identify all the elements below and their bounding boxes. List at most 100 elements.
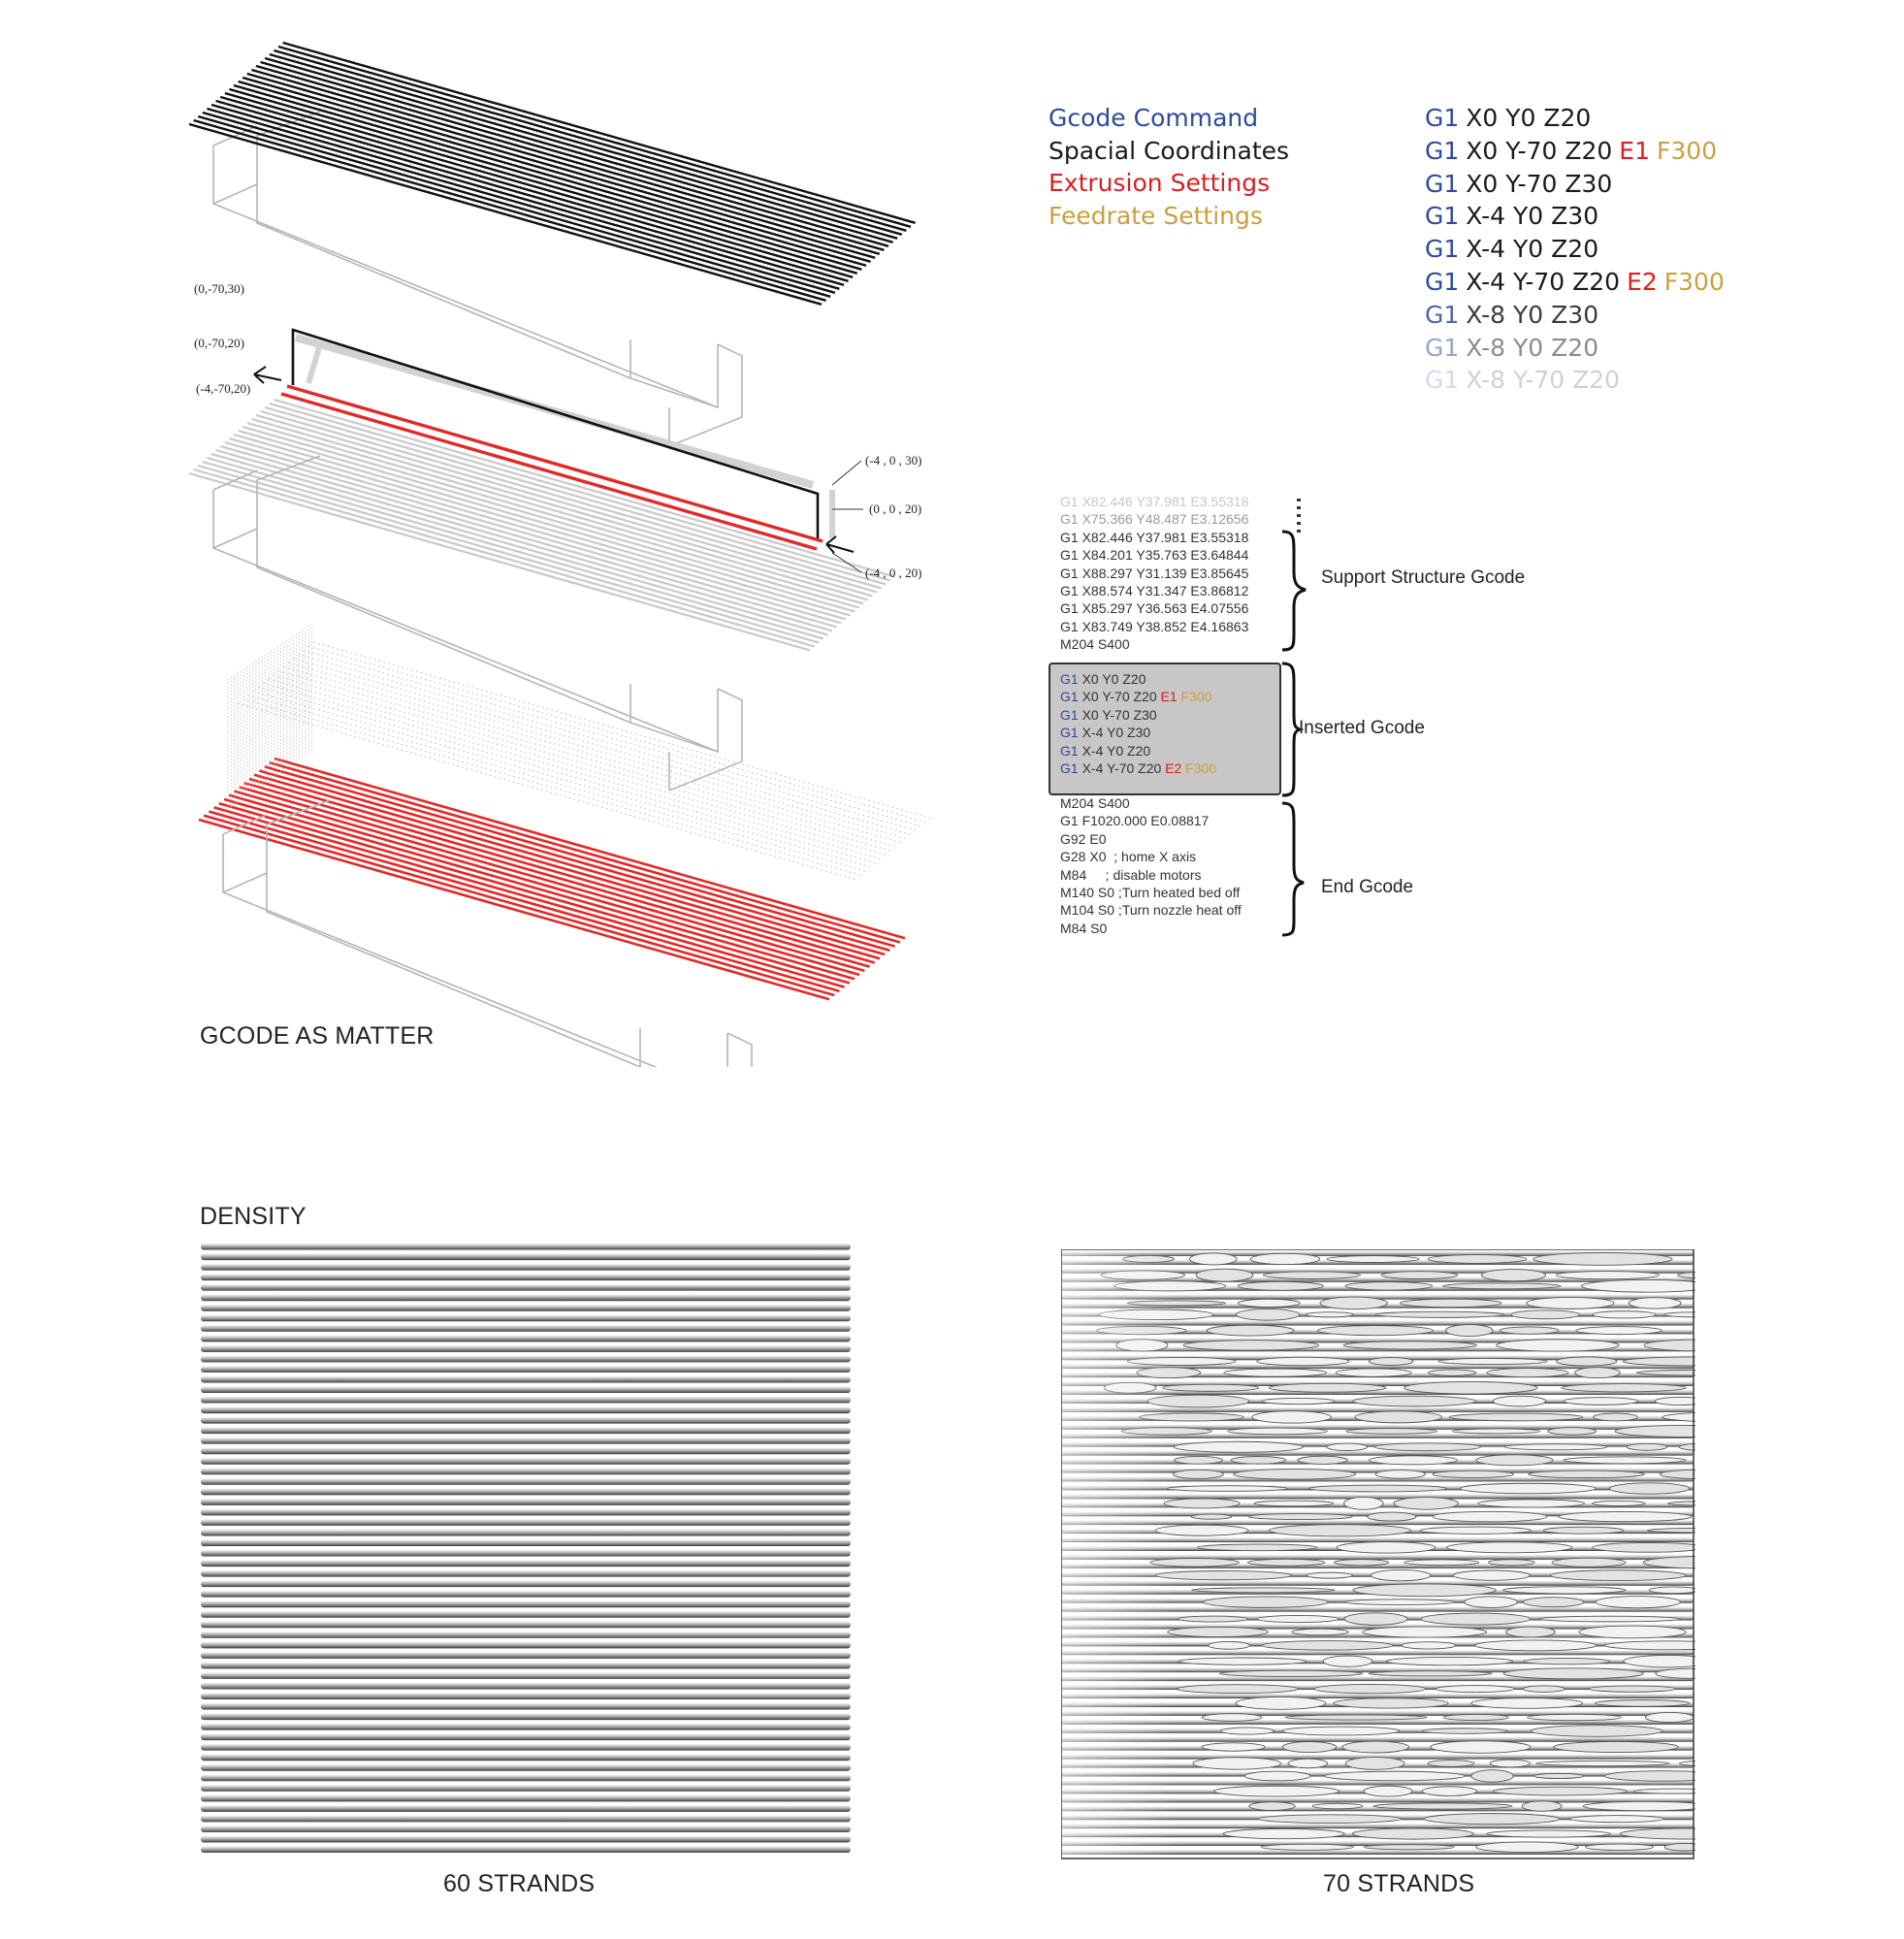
- strand: [219, 95, 854, 278]
- support-box-edge: [222, 871, 641, 1067]
- fused-strand-blob: [1486, 1829, 1611, 1838]
- strand: [260, 60, 893, 243]
- panel-strand: [1061, 1476, 1694, 1482]
- gcode-token-feed: F300: [1657, 136, 1718, 165]
- fused-strand-blob: [1248, 1801, 1296, 1811]
- fused-strand-blob: [1326, 1442, 1369, 1451]
- end-code-line: M204 S400: [1060, 795, 1130, 811]
- fused-strand-blob: [1581, 1278, 1695, 1293]
- fused-strand-blob: [1535, 1760, 1670, 1767]
- strand: [210, 452, 833, 632]
- fused-strand-blob: [1663, 1311, 1695, 1318]
- panel-strand: [201, 1438, 851, 1444]
- fused-strand-blob: [1654, 1397, 1695, 1406]
- panel-strand: [201, 1774, 851, 1782]
- fused-strand-blob: [1643, 1339, 1695, 1352]
- red-strand: [243, 781, 876, 964]
- fused-strand-blob: [1549, 1569, 1687, 1581]
- strand: [251, 68, 885, 251]
- fused-strand-blob: [1380, 1271, 1459, 1279]
- fused-strand-blob: [1662, 1412, 1695, 1422]
- gcode-token-cmd: G1: [1425, 366, 1460, 395]
- inserted-code-line: G1 X-4 Y-70 Z20 E2 F300: [1060, 759, 1220, 777]
- fused-strand-blob: [1474, 1639, 1597, 1652]
- fused-strand-blob: [1655, 1667, 1695, 1679]
- panel-strand: [201, 1519, 851, 1526]
- panel-strand: [201, 1570, 851, 1577]
- gcode-token-coords: X-4 Y-70 Z20: [1466, 268, 1621, 296]
- panel-strand: [201, 1733, 851, 1741]
- gcode-token-ext: E2: [1627, 268, 1658, 296]
- fused-strand-blob: [1558, 1510, 1693, 1523]
- fused-strand-blob: [1223, 1368, 1328, 1377]
- fused-strand-blob: [1446, 1541, 1573, 1554]
- fused-strand-blob: [1404, 1559, 1480, 1567]
- fused-strand-blob: [1287, 1758, 1329, 1769]
- code-braces: [1281, 530, 1307, 937]
- fused-strand-blob: [1238, 1298, 1301, 1308]
- fused-strand-blob: [1436, 1685, 1515, 1694]
- panel-strand: [201, 1805, 851, 1812]
- end-code-line: M104 S0 ;Turn nozzle heat off: [1060, 902, 1242, 919]
- gcode-token-cmd: G1: [1425, 333, 1460, 362]
- gcode-token-ext: E1: [1619, 136, 1650, 165]
- fused-strand-blob: [1502, 1586, 1627, 1595]
- fused-strand-blob: [1344, 1281, 1434, 1291]
- fused-strand-blob: [1445, 1324, 1494, 1338]
- fused-strand-blob: [1400, 1298, 1502, 1309]
- fused-strand-blob: [1307, 1484, 1448, 1493]
- panel-strand: [1061, 1780, 1694, 1786]
- fused-strand-blob: [1343, 1497, 1384, 1510]
- gcode-line: G1 X-8 Y0 Z20: [1425, 332, 1605, 365]
- fused-strand-blob: [1253, 1500, 1335, 1507]
- fused-strand-blob: [1202, 1596, 1329, 1608]
- fused-strand-blob: [1208, 1641, 1250, 1650]
- fused-strand-blob: [1393, 1497, 1459, 1510]
- panel-strand: [201, 1427, 851, 1435]
- bottom-red-strands: [198, 624, 935, 1001]
- ghost-strand: [307, 645, 929, 824]
- toolpath-black: [291, 328, 820, 541]
- fused-strand-blob: [1526, 1296, 1615, 1309]
- gcode-token-coords: X-8 Y-70 Z20: [1466, 366, 1621, 395]
- inserted-token-coords: X-4 Y0 Z20: [1081, 742, 1155, 759]
- inserted-token-ext: E1: [1160, 689, 1181, 705]
- panel-strand: [1061, 1606, 1694, 1612]
- strand: [215, 448, 837, 629]
- strand: [219, 444, 842, 625]
- panel-strand: [201, 1560, 851, 1567]
- inserted-token-coords: X-4 Y0 Z30: [1081, 725, 1155, 741]
- strand: [202, 111, 836, 294]
- fused-strand-blob: [1297, 1455, 1348, 1465]
- panel-strand: [201, 1366, 851, 1373]
- fused-strand-blob: [1177, 1615, 1249, 1623]
- strand: [233, 83, 867, 267]
- panel-strand: [201, 1305, 851, 1311]
- panel-strand: [1061, 1736, 1694, 1742]
- coord-label-4-0-30: (-4 , 0 , 30): [865, 453, 922, 468]
- fused-strand-blob: [1352, 1395, 1476, 1407]
- red-strand: [198, 818, 830, 1001]
- gcode-token-coords: X-8 Y0 Z20: [1466, 333, 1599, 362]
- fused-strand-blob: [1319, 1296, 1388, 1310]
- panel-strand: [1061, 1320, 1694, 1326]
- fused-strand-blob: [1582, 1800, 1695, 1812]
- strand: [246, 421, 869, 601]
- fused-strand-blob: [1247, 1513, 1353, 1521]
- panel-strand: [201, 1314, 851, 1322]
- fused-strand-blob: [1441, 1282, 1562, 1290]
- support-code-line: G1 X82.446 Y37.981 E3.55318: [1060, 494, 1249, 509]
- panel-strand: [201, 1713, 851, 1721]
- inserted-token-cmd: G1: [1060, 671, 1082, 687]
- fused-strand-blob: [1460, 1482, 1597, 1495]
- fused-strand-blob: [1470, 1769, 1514, 1783]
- fused-strand-blob: [1326, 1255, 1420, 1263]
- fused-strand-blob: [1306, 1571, 1353, 1579]
- strand: [282, 41, 916, 224]
- fused-strand-blob: [1578, 1625, 1687, 1639]
- coord-label-0-70-20: (0,-70,20): [194, 336, 244, 350]
- fused-strand-blob: [1528, 1470, 1645, 1479]
- fused-strand-blob: [1363, 1844, 1455, 1851]
- fused-strand-blob: [1177, 1684, 1299, 1695]
- panel-strand: [201, 1499, 851, 1505]
